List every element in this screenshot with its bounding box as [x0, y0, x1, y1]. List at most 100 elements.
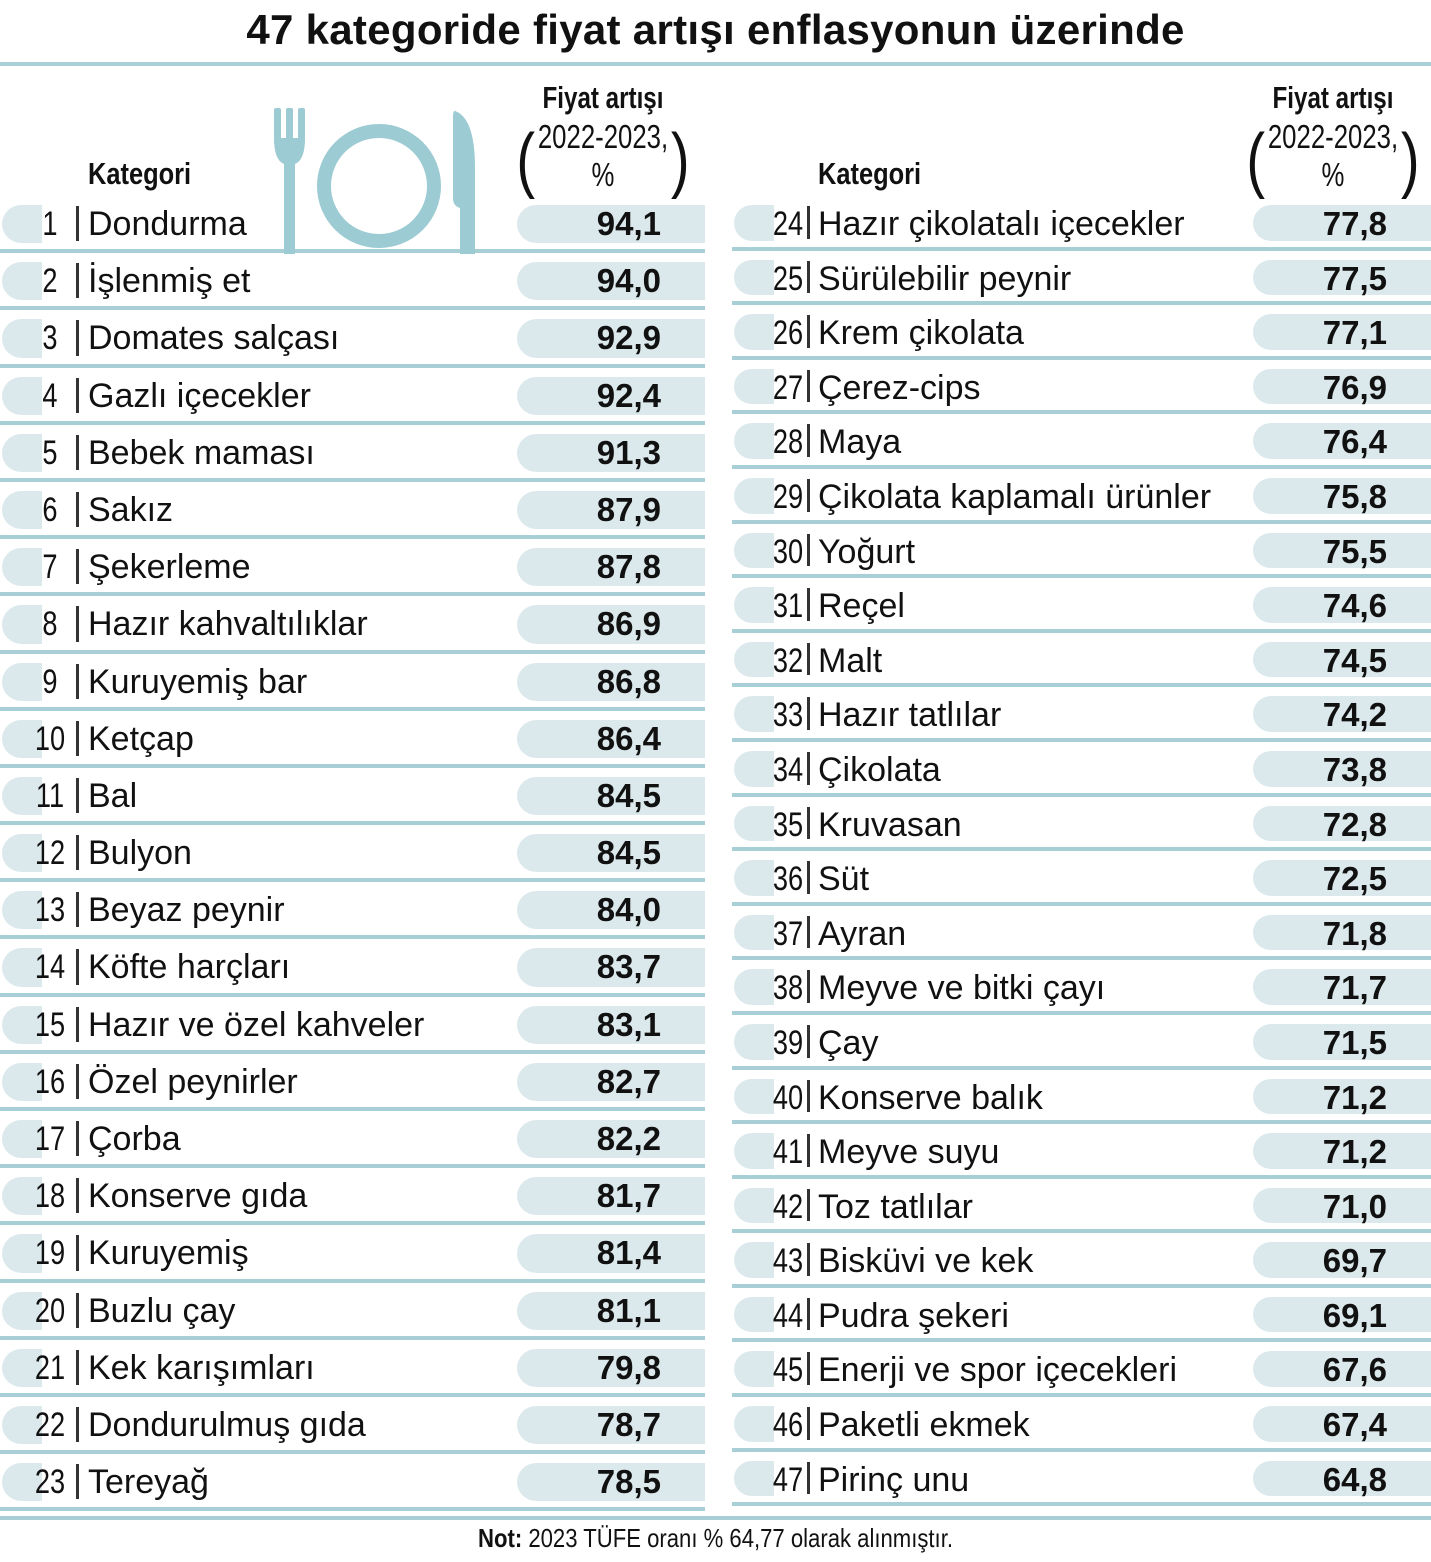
- rank-number: 12: [34, 834, 66, 873]
- table-row: 40 Konserve balık 71,2: [732, 1070, 1431, 1125]
- price-increase-value: 86,4: [517, 719, 705, 758]
- category-name: Ketçap: [88, 719, 194, 758]
- rank-pill: [2, 776, 42, 816]
- rank-pill: [2, 1234, 42, 1273]
- rank-separator: [76, 1464, 79, 1500]
- value-column-header: ( Fiyat artışı 2022-2023, % ): [1246, 78, 1419, 196]
- price-increase-value: 78,5: [517, 1463, 705, 1502]
- rank-number: 26: [772, 314, 804, 353]
- rank-number: 39: [772, 1023, 804, 1062]
- category-name: Çerez-cips: [818, 368, 981, 407]
- rank-pill: [734, 914, 774, 951]
- price-increase-value: 78,7: [517, 1405, 705, 1445]
- price-increase-value: 94,0: [517, 262, 705, 301]
- rank-separator: [807, 206, 810, 239]
- rank-number: 29: [772, 477, 804, 516]
- category-name: Kuruyemiş: [88, 1234, 249, 1273]
- rank-number: 18: [34, 1177, 66, 1216]
- price-increase-value: 87,8: [517, 548, 705, 587]
- category-name: Gazlı içecekler: [88, 376, 311, 415]
- price-increase-value: 91,3: [517, 433, 705, 472]
- left-table-header: Kategori ( Fiyat artışı 2022-2023, % ): [0, 66, 705, 196]
- rank-separator: [807, 533, 810, 567]
- category-name: Çikolata: [818, 750, 941, 789]
- table-row: 15 Hazır ve özel kahveler 83,1: [0, 997, 705, 1054]
- value-column-header: ( Fiyat artışı 2022-2023, % ): [516, 78, 689, 196]
- rank-number: 11: [35, 776, 65, 815]
- rank-pill: [734, 860, 774, 896]
- price-increase-value: 86,8: [517, 662, 705, 701]
- rank-separator: [807, 915, 810, 949]
- rank-separator: [76, 1121, 79, 1157]
- table-row: 45 Enerji ve spor içecekleri 67,6: [732, 1342, 1431, 1398]
- table-row: 7 Şekerleme 87,8: [0, 539, 705, 597]
- price-increase-value: 69,7: [1253, 1242, 1431, 1279]
- table-row: 32 Malt 74,5: [732, 633, 1431, 688]
- rank-pill: [734, 587, 774, 623]
- rank-separator: [76, 606, 79, 642]
- rank-separator: [76, 835, 79, 871]
- rank-separator: [807, 806, 810, 840]
- rank-number: 24: [772, 205, 804, 243]
- table-row: 38 Meyve ve bitki çayı 71,7: [732, 960, 1431, 1015]
- rank-separator: [807, 260, 810, 294]
- rank-number: 34: [772, 750, 804, 789]
- rank-number: 35: [772, 805, 804, 844]
- table-row: 34 Çikolata 73,8: [732, 742, 1431, 797]
- price-increase-value: 75,5: [1253, 532, 1431, 570]
- table-row: 25 Sürülebilir peynir 77,5: [732, 251, 1431, 306]
- price-increase-value: 71,8: [1253, 914, 1431, 952]
- right-table-header: Kategori ( Fiyat artışı 2022-2023, % ): [732, 66, 1431, 196]
- price-increase-value: 72,5: [1253, 860, 1431, 897]
- rank-separator: [807, 1297, 810, 1331]
- rank-pill: [2, 1405, 42, 1445]
- rank-pill: [2, 1062, 42, 1101]
- value-header-unit: %: [591, 156, 615, 193]
- rank-pill: [734, 205, 774, 241]
- price-increase-value: 64,8: [1253, 1460, 1431, 1498]
- price-increase-value: 71,2: [1253, 1078, 1431, 1116]
- value-header-period: 2022-2023,: [1267, 118, 1399, 155]
- table-row: 41 Meyve suyu 71,2: [732, 1124, 1431, 1179]
- table-row: 29 Çikolata kaplamalı ürünler 75,8: [732, 469, 1431, 524]
- price-increase-value: 76,4: [1253, 423, 1431, 460]
- category-name: Kek karışımları: [88, 1348, 315, 1387]
- value-header-unit: %: [1321, 156, 1345, 193]
- rank-pill: [734, 805, 774, 842]
- category-name: Tereyağ: [88, 1463, 209, 1502]
- rank-pill: [734, 641, 774, 678]
- table-row: 39 Çay 71,5: [732, 1015, 1431, 1070]
- footnote-label: Not:: [478, 1523, 523, 1553]
- rank-pill: [2, 662, 42, 701]
- rank-separator: [76, 320, 79, 356]
- rank-pill: [2, 490, 42, 530]
- table-row: 23 Tereyağ 78,5: [0, 1454, 705, 1512]
- rank-separator: [807, 1243, 810, 1276]
- category-name: Krem çikolata: [818, 314, 1024, 353]
- category-name: Çorba: [88, 1120, 181, 1158]
- rank-number: 36: [772, 860, 804, 899]
- table-row: 18 Konserve gıda 81,7: [0, 1168, 705, 1226]
- rank-pill: [734, 1242, 774, 1278]
- table-row: 42 Toz tatlılar 71,0: [732, 1179, 1431, 1234]
- price-increase-value: 77,5: [1253, 259, 1431, 297]
- category-name: Bal: [88, 776, 138, 815]
- rank-separator: [76, 892, 79, 928]
- rank-separator: [76, 1349, 79, 1385]
- table-row: 11 Bal 84,5: [0, 768, 705, 826]
- paren-close: ): [1400, 120, 1420, 200]
- price-increase-value: 84,0: [517, 891, 705, 930]
- rank-pill: [734, 1351, 774, 1388]
- table-row: 35 Kruvasan 72,8: [732, 797, 1431, 852]
- rank-number: 17: [34, 1120, 66, 1158]
- rank-separator: [76, 1063, 79, 1099]
- rank-pill: [2, 1177, 42, 1216]
- price-increase-value: 87,9: [517, 490, 705, 530]
- rank-pill: [734, 1187, 774, 1224]
- category-name: Hazır ve özel kahveler: [88, 1005, 425, 1044]
- table-row: 12 Bulyon 84,5: [0, 825, 705, 883]
- rank-number: 37: [772, 914, 804, 953]
- rank-separator: [76, 1235, 79, 1271]
- table-row: 4 Gazlı içecekler 92,4: [0, 368, 705, 425]
- table-row: 10 Ketçap 86,4: [0, 711, 705, 768]
